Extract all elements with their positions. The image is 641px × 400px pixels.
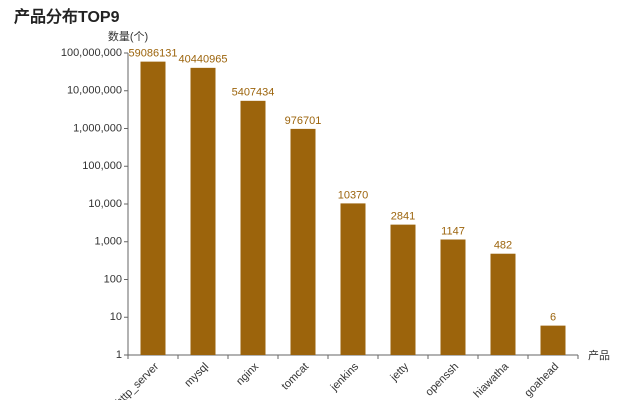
y-tick-label: 100,000 (82, 160, 122, 172)
data-label: 1147 (441, 225, 465, 237)
data-label: 976701 (285, 115, 322, 127)
y-tick-label: 10,000 (88, 198, 122, 210)
bar (390, 224, 416, 355)
x-tick-label: openssh (423, 361, 461, 399)
data-label: 59086131 (129, 48, 178, 60)
data-label: 40440965 (179, 54, 228, 66)
y-tick-label: 1,000 (94, 236, 122, 248)
x-tick-label: nginx (234, 360, 261, 387)
chart-title: 产品分布TOP9 (14, 7, 120, 26)
y-axis-label: 数量(个) (108, 30, 148, 43)
data-label: 482 (494, 240, 512, 252)
data-label: 6 (550, 312, 556, 324)
x-tick-label: goahead (522, 361, 561, 400)
x-tick-label: tomcat (279, 361, 311, 393)
x-tick-label: hiawatha (472, 360, 512, 400)
data-label: 2841 (391, 211, 415, 223)
bar (490, 253, 516, 355)
data-label: 5407434 (232, 87, 275, 99)
y-tick-label: 1 (116, 349, 122, 361)
x-axis-label: 产品 (588, 348, 610, 362)
bar (140, 61, 166, 356)
y-tick-label: 100 (104, 273, 122, 285)
x-tick-label: jetty (388, 360, 412, 384)
bar (290, 128, 316, 355)
y-tick-label: 100,000,000 (61, 47, 122, 59)
bar (540, 325, 566, 355)
y-tick-label: 10,000,000 (67, 85, 122, 97)
x-tick-label: http_server (114, 360, 162, 400)
bar (240, 100, 266, 355)
y-tick-label: 10 (110, 311, 122, 323)
bar (340, 203, 366, 355)
x-tick-label: jenkins (328, 360, 362, 394)
bar (190, 67, 216, 355)
y-tick-label: 1,000,000 (73, 122, 122, 134)
x-tick-label: mysql (182, 361, 211, 390)
bar (440, 239, 466, 355)
data-label: 10370 (338, 189, 369, 201)
